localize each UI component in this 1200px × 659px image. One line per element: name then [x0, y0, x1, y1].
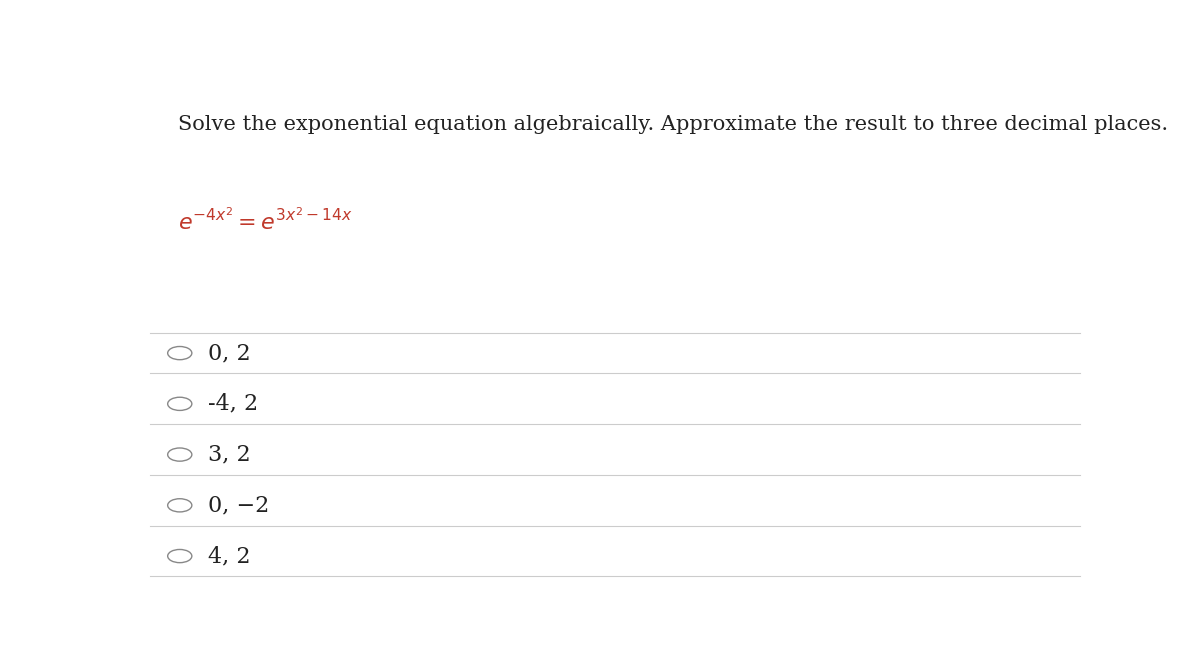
Text: 4, 2: 4, 2 — [208, 545, 250, 567]
Text: -4, 2: -4, 2 — [208, 393, 258, 415]
Text: 0, 2: 0, 2 — [208, 342, 251, 364]
Text: $e^{-4x^2} = e^{3x^2-14x}$: $e^{-4x^2} = e^{3x^2-14x}$ — [178, 208, 353, 235]
Text: 3, 2: 3, 2 — [208, 444, 251, 465]
Text: 0, −2: 0, −2 — [208, 494, 269, 516]
Text: Solve the exponential equation algebraically. Approximate the result to three de: Solve the exponential equation algebraic… — [178, 115, 1168, 134]
